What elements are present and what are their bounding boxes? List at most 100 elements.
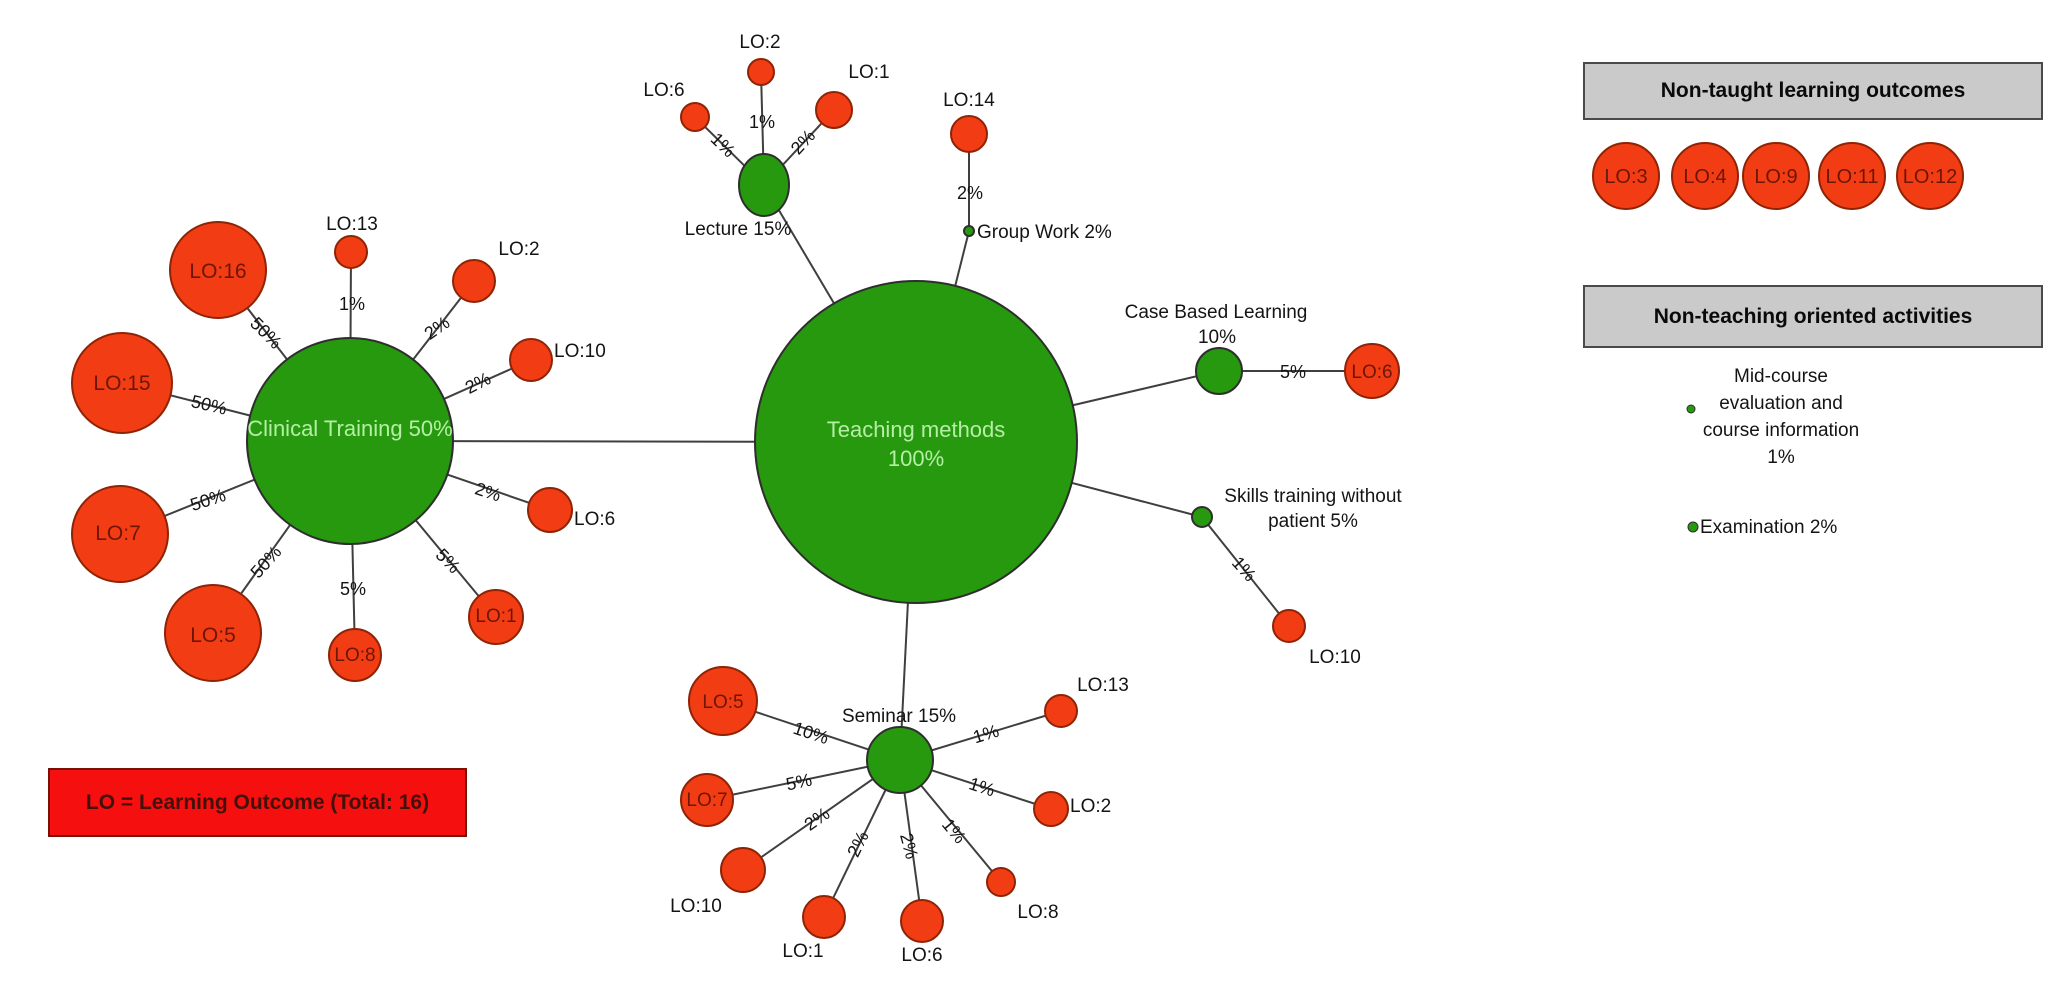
- edge-skills-training-without-patient-lo-10: [1201, 516, 1290, 627]
- node-lo-4: [1671, 142, 1739, 210]
- outcome-chip-label: LO:11: [1826, 166, 1879, 188]
- node-clinical-training: [246, 337, 454, 545]
- outcome-label: LO:1: [475, 606, 516, 627]
- activity-label: Examination 2%: [1700, 517, 1837, 538]
- method-label: 10%: [1198, 327, 1236, 348]
- method-label: Group Work 2%: [977, 222, 1112, 243]
- edge-percent-label: 5%: [784, 770, 814, 795]
- method-label: Lecture 15%: [685, 219, 792, 240]
- method-node-label: Clinical Training 50%: [247, 416, 452, 441]
- node-case-based-learning: [1195, 347, 1243, 395]
- edge-percent-label: 50%: [188, 485, 228, 515]
- method-label: Skills training without: [1224, 486, 1402, 507]
- node-activity-dot-mid-course: [1686, 404, 1696, 414]
- outcome-label: LO:6: [901, 945, 942, 966]
- node-skills-training-without-patient: [1191, 506, 1213, 528]
- outcome-chip-label: LO:12: [1903, 166, 1957, 188]
- outcome-label: LO:1: [782, 941, 823, 962]
- outcome-chip-label: LO:9: [1754, 166, 1797, 188]
- panel-title: Non-teaching oriented activities: [1653, 304, 1973, 328]
- node-lo-11: [1818, 142, 1886, 210]
- outcome-chip-label: LO:3: [1604, 166, 1647, 188]
- node-lo-8: [328, 628, 382, 682]
- outcome-label: LO:10: [1309, 647, 1361, 668]
- node-lo-13: [334, 235, 368, 269]
- edge-percent-label: 2%: [957, 183, 983, 203]
- outcome-label: LO:2: [1070, 796, 1111, 817]
- method-label: Seminar 15%: [842, 706, 956, 727]
- edge-percent-label: 1%: [339, 294, 365, 314]
- panel-header-non-taught-learning-outcomes: Non-taught learning outcomes: [1583, 62, 2043, 120]
- node-lo-2: [452, 259, 496, 303]
- outcome-label: LO:7: [95, 522, 141, 545]
- node-lo-7: [71, 485, 169, 583]
- edge-percent-label: 10%: [791, 718, 831, 748]
- node-lo-10: [720, 847, 766, 893]
- method-node-label: Teaching methods: [827, 417, 1006, 442]
- node-lo-13: [1044, 694, 1078, 728]
- outcome-label: LO:8: [334, 645, 375, 666]
- activity-label: course information: [1703, 420, 1859, 441]
- panel-title: Non-taught learning outcomes: [1660, 79, 1966, 102]
- outcome-label: LO:2: [498, 239, 539, 260]
- outcome-label: LO:10: [554, 341, 606, 362]
- outcome-label: LO:14: [943, 90, 995, 111]
- outcome-label: LO:16: [189, 260, 246, 283]
- node-group-work: [963, 225, 975, 237]
- edge-percent-label: 50%: [246, 313, 286, 353]
- panel-header-non-teaching-oriented-activities: Non-teaching oriented activities: [1583, 285, 2043, 348]
- node-lo-8: [986, 867, 1016, 897]
- activity-label: Mid-course: [1734, 366, 1828, 387]
- legend-box: LO = Learning Outcome (Total: 16): [48, 768, 467, 837]
- edge-percent-label: 2%: [473, 478, 504, 505]
- node-lo-5: [164, 584, 262, 682]
- edge-percent-label: 1%: [938, 815, 970, 848]
- node-lo-6: [680, 102, 710, 132]
- edge-percent-label: 50%: [189, 391, 229, 419]
- node-lo-1: [468, 589, 524, 645]
- node-lo-15: [71, 332, 173, 434]
- node-lo-12: [1896, 142, 1964, 210]
- outcome-label: LO:7: [686, 790, 727, 811]
- node-teaching-methods: [754, 280, 1078, 604]
- node-lo-1: [815, 91, 853, 129]
- outcome-label: LO:6: [1351, 362, 1392, 383]
- node-seminar: [866, 726, 934, 794]
- node-lo-14: [950, 115, 988, 153]
- node-lo-6: [527, 487, 573, 533]
- edge-percent-label: 1%: [967, 773, 998, 800]
- node-lo-1: [802, 895, 846, 939]
- node-lo-6: [1344, 343, 1400, 399]
- edge-percent-label: 2%: [462, 368, 494, 398]
- node-lo-2: [747, 58, 775, 86]
- outcome-label: LO:10: [670, 896, 722, 917]
- edge-percent-label: 2%: [801, 803, 834, 834]
- outcome-label: LO:6: [643, 80, 684, 101]
- node-lo-10: [1272, 609, 1306, 643]
- outcome-label: LO:13: [1077, 675, 1129, 696]
- edge-percent-label: 5%: [340, 579, 366, 599]
- outcome-label: LO:6: [574, 509, 615, 530]
- activity-label: 1%: [1767, 447, 1795, 468]
- node-lecture: [738, 153, 790, 217]
- activity-label: evaluation and: [1719, 393, 1843, 414]
- node-lo-10: [509, 338, 553, 382]
- outcome-chip-label: LO:4: [1683, 166, 1726, 188]
- node-lo-2: [1033, 791, 1069, 827]
- edge-percent-label: 2%: [896, 831, 922, 861]
- legend-text: LO = Learning Outcome (Total: 16): [85, 790, 430, 814]
- outcome-label: LO:2: [739, 32, 780, 53]
- outcome-label: LO:5: [702, 692, 743, 713]
- node-lo-16: [169, 221, 267, 319]
- node-lo-5: [688, 666, 758, 736]
- method-node-label: 100%: [888, 446, 944, 471]
- outcome-label: LO:1: [848, 62, 889, 83]
- outcome-label: LO:13: [326, 214, 378, 235]
- edge-percent-label: 5%: [1280, 362, 1306, 382]
- edge-percent-label: 2%: [843, 828, 872, 860]
- method-label: Case Based Learning: [1125, 302, 1308, 323]
- edge-percent-label: 50%: [247, 542, 286, 582]
- outcome-label: LO:8: [1017, 902, 1058, 923]
